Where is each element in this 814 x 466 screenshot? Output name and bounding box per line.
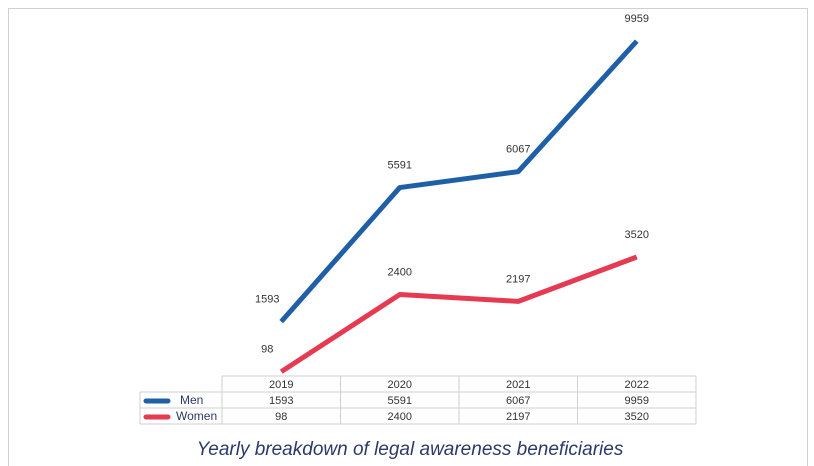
table-header: 2022 (625, 379, 649, 391)
line-series (279, 39, 639, 324)
table-cell: 9959 (625, 395, 649, 407)
data-label: 2400 (388, 266, 412, 278)
table-header: 2021 (506, 379, 530, 391)
table-cell: 3520 (625, 411, 649, 423)
table-cell: 98 (275, 411, 287, 423)
data-label: 2197 (506, 273, 530, 285)
data-label: 9959 (625, 13, 649, 25)
legend-label: Men (180, 393, 203, 407)
table-header: 2019 (269, 379, 293, 391)
data-label: 1593 (255, 294, 279, 306)
legend-label: Women (176, 409, 217, 423)
data-label: 5591 (388, 159, 412, 171)
table-cell: 2400 (388, 411, 412, 423)
table-header: 2020 (388, 379, 412, 391)
table-cell: 1593 (269, 395, 293, 407)
table-cell: 6067 (506, 395, 530, 407)
table-cell: 5591 (388, 395, 412, 407)
data-label: 98 (261, 344, 273, 356)
chart-title: Yearly breakdown of legal awareness bene… (197, 439, 624, 460)
frame (8, 8, 808, 466)
data-label: 3520 (625, 229, 649, 241)
table-cell: 2197 (506, 411, 530, 423)
data-label: 6067 (506, 144, 530, 156)
line-series (279, 254, 638, 374)
